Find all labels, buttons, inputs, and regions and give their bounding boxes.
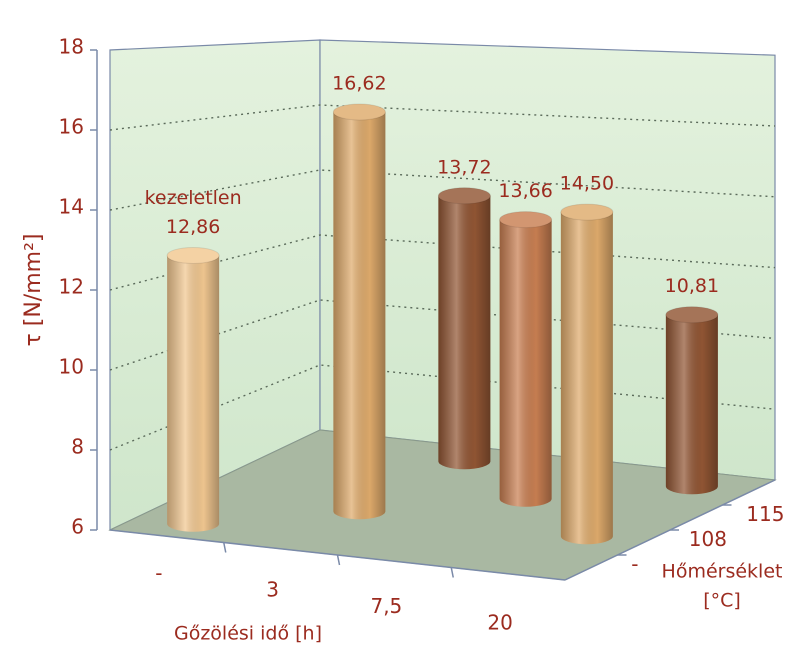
bar-top-shade <box>333 103 386 120</box>
y-tick-label: 14 <box>59 195 84 219</box>
value-label: 13,66 <box>498 180 552 202</box>
x-axis-title: Gőzölési idő [h] <box>174 623 322 645</box>
grid-line <box>109 104 776 131</box>
annotation: kezeletlen <box>145 187 242 209</box>
y-tick-label: 8 <box>71 435 84 459</box>
bar-shade <box>438 195 491 470</box>
y-tick-label: 12 <box>59 275 84 299</box>
depth-axis-title: Hőmérséklet <box>662 561 783 583</box>
depth-tick-label: - <box>631 552 638 576</box>
bar-top-shade <box>167 247 220 264</box>
value-label: 14,50 <box>560 173 614 195</box>
value-label: 12,86 <box>166 216 220 238</box>
y-axis-title: τ [N/mm²] <box>21 234 46 347</box>
bar-shade <box>167 255 220 532</box>
bar-top <box>437 187 491 205</box>
bar-top <box>499 211 553 229</box>
x-tick <box>450 567 454 578</box>
y-tick-label: 18 <box>59 35 84 59</box>
grid-line <box>109 169 776 211</box>
depth-tick-label: 108 <box>689 527 727 551</box>
value-label: 16,62 <box>332 72 386 94</box>
value-label: 10,81 <box>665 275 719 297</box>
bar-top <box>560 203 614 221</box>
bar-top <box>332 103 386 121</box>
x-tick <box>223 542 227 553</box>
x-tick-label: 20 <box>487 610 512 634</box>
bar-shade <box>560 212 613 545</box>
bar-top <box>166 246 220 264</box>
value-label: 13,72 <box>437 156 491 178</box>
bar-top <box>665 306 719 324</box>
x-tick-label: 7,5 <box>370 594 402 618</box>
bar-top-shade <box>499 211 552 228</box>
bar-top-shade <box>560 204 613 221</box>
bar-shade <box>665 314 718 495</box>
bar-top-shade <box>438 187 491 204</box>
y-tick-label: 16 <box>59 115 84 139</box>
x-tick-label: 3 <box>266 577 279 601</box>
bar-top-shade <box>665 306 718 323</box>
x-tick <box>336 554 341 566</box>
bar-shade <box>499 219 552 507</box>
x-tick-label: - <box>155 561 162 585</box>
depth-axis-title: [°C] <box>703 590 741 612</box>
depth-tick-label: 115 <box>746 502 784 526</box>
bar-shade <box>333 111 386 520</box>
y-tick-label: 10 <box>59 355 84 379</box>
y-tick-label: 6 <box>71 515 84 539</box>
